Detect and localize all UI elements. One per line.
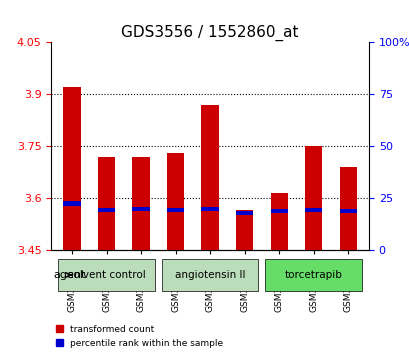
Bar <box>270 193 287 250</box>
Bar <box>166 207 184 212</box>
Bar <box>98 157 115 250</box>
Bar <box>98 208 115 212</box>
Bar <box>339 209 356 213</box>
Title: GDS3556 / 1552860_at: GDS3556 / 1552860_at <box>121 25 298 41</box>
Text: torcetrapib: torcetrapib <box>284 270 342 280</box>
FancyBboxPatch shape <box>265 259 361 291</box>
Bar <box>201 105 218 250</box>
Text: angiotensin II: angiotensin II <box>175 270 245 280</box>
FancyBboxPatch shape <box>162 259 258 291</box>
Bar <box>201 207 218 211</box>
FancyBboxPatch shape <box>58 259 155 291</box>
Text: agent: agent <box>53 270 85 280</box>
Text: solvent control: solvent control <box>67 270 145 280</box>
Bar <box>132 207 149 211</box>
Bar <box>236 210 253 250</box>
Bar <box>132 157 149 250</box>
Bar <box>166 153 184 250</box>
Bar <box>304 146 321 250</box>
Bar <box>304 208 321 212</box>
Legend: transformed count, percentile rank within the sample: transformed count, percentile rank withi… <box>56 325 223 348</box>
Bar <box>236 211 253 215</box>
Bar <box>63 201 81 206</box>
Bar <box>339 167 356 250</box>
Bar <box>270 209 287 213</box>
Bar <box>63 87 81 250</box>
